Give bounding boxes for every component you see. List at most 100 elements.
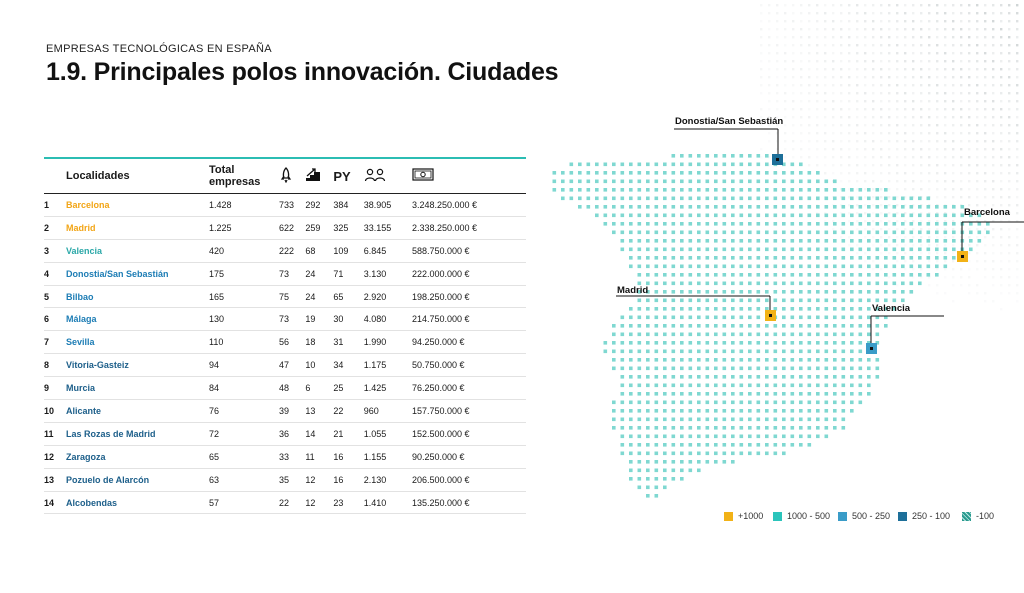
legend-label: +1000 [738, 511, 764, 521]
row-value-total: 94 [209, 353, 279, 378]
table-row: 3 Valencia 420 222 68 109 6.845 588.750.000 € [44, 239, 526, 263]
row-value-c2: 12 [305, 491, 334, 515]
legend-swatch [773, 511, 782, 521]
legend-swatch [724, 511, 733, 521]
row-value-c2: 10 [305, 353, 334, 378]
row-rank: 8 [44, 353, 66, 378]
row-value-c4: 3.130 [363, 262, 412, 286]
row-value-c1: 75 [279, 285, 306, 309]
row-value-c5: 157.750.000 € [411, 399, 526, 423]
investment-column-header [411, 158, 526, 194]
employees-column-header [363, 158, 412, 194]
table-row: 7 Sevilla 110 56 18 31 1.990 94.250.000 € [44, 330, 526, 355]
row-value-c2: 259 [305, 216, 334, 240]
legend-item-1: +1000 [724, 511, 763, 521]
row-value-c5: 90.250.000 € [411, 445, 526, 469]
row-value-total: 1.225 [209, 216, 279, 240]
row-rank: 5 [44, 285, 66, 309]
table-row: 10 Alicante 76 39 13 22 960 157.750.000 € [44, 399, 526, 423]
row-city: Madrid [66, 216, 209, 240]
row-value-c3: 25 [333, 376, 364, 401]
map-label-valencia: Valencia [872, 303, 911, 314]
row-value-c1: 73 [279, 307, 306, 332]
localidades-header: Localidades [66, 158, 209, 194]
row-value-c2: 14 [305, 422, 334, 446]
row-city: Alicante [66, 399, 209, 423]
row-value-c4: 1.055 [363, 422, 412, 446]
row-value-c1: 48 [279, 376, 306, 401]
row-value-c5: 198.250.000 € [411, 285, 526, 309]
row-city: Bilbao [66, 285, 209, 309]
table-row: 1 Barcelona 1.428 733 292 384 38.905 3.248.250.… [44, 193, 526, 217]
row-value-c4: 1.155 [363, 445, 412, 469]
row-rank: 14 [44, 491, 66, 515]
row-value-c5: 214.750.000 € [411, 307, 526, 332]
row-value-c1: 56 [279, 330, 306, 355]
row-value-c1: 47 [279, 353, 306, 378]
page-title: 1.9. Principales polos innovación. Ciuda… [46, 58, 559, 86]
row-rank: 1 [44, 193, 66, 217]
row-city: Sevilla [66, 330, 209, 355]
legend-swatch [838, 511, 847, 521]
rocket-icon [280, 166, 292, 183]
row-value-c3: 16 [333, 445, 364, 469]
row-rank: 4 [44, 262, 66, 286]
row-value-c1: 33 [279, 445, 306, 469]
row-value-total: 84 [209, 376, 279, 401]
row-value-c4: 1.990 [363, 330, 412, 355]
legend-label: 500 - 250 [852, 511, 891, 521]
row-value-c1: 22 [279, 491, 306, 515]
legend-item-5: -100 [962, 511, 994, 521]
row-value-c4: 2.920 [363, 285, 412, 309]
row-city: Valencia [66, 239, 209, 263]
row-rank: 12 [44, 445, 66, 469]
table-row: 6 Málaga 130 73 19 30 4.080 214.750.000 € [44, 307, 526, 332]
legend-item-4: 250 - 100 [898, 511, 950, 521]
row-value-c3: 31 [333, 330, 364, 355]
row-value-total: 130 [209, 307, 279, 332]
row-value-total: 165 [209, 285, 279, 309]
table-row: 12 Zaragoza 65 33 11 16 1.155 90.250.000 € [44, 445, 526, 469]
row-value-total: 420 [209, 239, 279, 263]
spain-dot-map [552, 128, 1024, 498]
row-value-c1: 73 [279, 262, 306, 286]
table-row: 13 Pozuelo de Alarcón 63 35 12 16 2.130 206.500… [44, 468, 526, 492]
row-value-c3: 109 [333, 239, 364, 263]
row-value-c2: 12 [305, 468, 334, 492]
row-value-total: 72 [209, 422, 279, 446]
row-value-c3: 384 [333, 193, 364, 217]
row-rank: 3 [44, 239, 66, 263]
row-value-c2: 24 [305, 262, 334, 286]
total-header-line2: empresas [209, 176, 261, 188]
legend-label: 250 - 100 [912, 511, 951, 521]
row-city: Alcobendas [66, 491, 209, 515]
legend-swatch [962, 511, 971, 521]
row-value-c2: 24 [305, 285, 334, 309]
table-row: 2 Madrid 1.225 622 259 325 33.155 2.338.250.000… [44, 216, 526, 240]
row-value-c4: 33.155 [363, 216, 412, 240]
row-rank: 7 [44, 330, 66, 355]
row-value-c2: 19 [305, 307, 334, 332]
row-value-c4: 1.425 [363, 376, 412, 401]
people-icon [364, 168, 385, 181]
startups-column-header [279, 158, 306, 194]
row-value-c4: 960 [363, 399, 412, 423]
row-value-c5: 206.500.000 € [411, 468, 526, 492]
row-city: Pozuelo de Alarcón [66, 468, 209, 492]
legend-item-2: 1000 - 500 [773, 511, 830, 521]
table-row: 8 Vitoria-Gasteiz 94 47 10 34 1.175 50.750.000 … [44, 353, 526, 378]
row-value-c3: 22 [333, 399, 364, 423]
valencia-marker-center [870, 347, 873, 350]
row-value-c1: 36 [279, 422, 306, 446]
map-dot-grid [552, 154, 990, 498]
table-row: 14 Alcobendas 57 22 12 23 1.410 135.250.000 € [44, 491, 526, 515]
row-value-c1: 222 [279, 239, 306, 263]
table-row: 4 Donostia/San Sebastián 175 73 24 71 3.130 222… [44, 262, 526, 286]
legend-item-3: 500 - 250 [838, 511, 890, 521]
row-value-c3: 71 [333, 262, 364, 286]
row-value-c5: 588.750.000 € [411, 239, 526, 263]
total-empresas-header: Total empresas [209, 158, 279, 194]
row-value-c5: 222.000.000 € [411, 262, 526, 286]
row-value-c1: 39 [279, 399, 306, 423]
row-value-c2: 68 [305, 239, 334, 263]
